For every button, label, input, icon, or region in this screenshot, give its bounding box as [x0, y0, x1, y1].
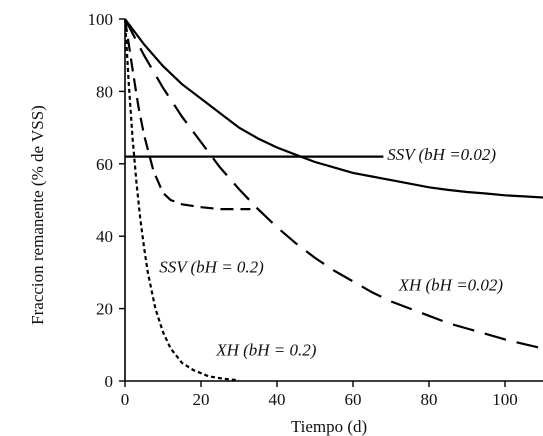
series-annotation: XH (bH = 0.2) — [215, 341, 317, 360]
y-tick-label: 40 — [96, 227, 113, 246]
series-line-3 — [124, 18, 543, 350]
x-tick-label: 60 — [345, 390, 362, 409]
axes — [124, 19, 543, 382]
series-line-4 — [123, 18, 251, 211]
y-tick-label: 60 — [96, 155, 113, 174]
series-annotation: SSV (bH = 0.2) — [159, 257, 264, 276]
x-tick-label: 100 — [492, 390, 518, 409]
series-annotation: XH (bH =0.02) — [398, 276, 504, 295]
y-axis-title: Fraccion remanente (% de VSS) — [28, 105, 47, 325]
series-lines — [123, 18, 543, 382]
y-tick-label: 0 — [105, 372, 114, 391]
x-tick-label: 20 — [193, 390, 210, 409]
x-axis-title: Tiempo (d) — [291, 417, 367, 436]
y-tick-label: 20 — [96, 300, 113, 319]
series-line-5 — [123, 18, 240, 382]
y-tick-label: 100 — [88, 10, 114, 29]
series-annotation: SSV (bH =0.02) — [387, 145, 496, 164]
y-ticks: 0 20 40 60 80 100 — [88, 10, 125, 391]
x-tick-label: 0 — [121, 390, 130, 409]
x-ticks: 0 20 40 60 80 100 — [121, 381, 518, 409]
series-line-1 — [124, 18, 543, 199]
x-tick-label: 80 — [421, 390, 438, 409]
annotations: SSV (bH =0.02) SSV (bH = 0.2) XH (bH =0.02… — [159, 145, 503, 359]
y-tick-label: 80 — [96, 82, 113, 101]
x-tick-label: 40 — [269, 390, 286, 409]
